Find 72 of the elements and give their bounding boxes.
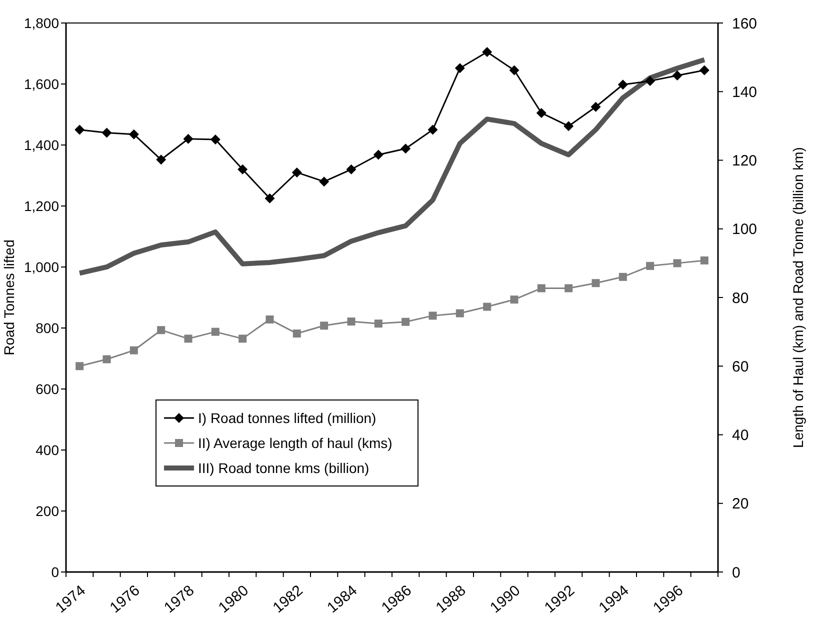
y-tick-label: 1,400 xyxy=(24,136,60,153)
y-tick-label: 1,200 xyxy=(24,198,60,214)
legend-label: II) Average length of haul (kms) xyxy=(198,434,392,451)
point xyxy=(483,302,492,311)
point xyxy=(564,121,574,132)
point xyxy=(211,328,220,336)
point xyxy=(156,154,166,165)
point xyxy=(700,256,708,264)
y2-tick-label: 140 xyxy=(732,84,758,101)
point xyxy=(319,176,330,187)
point xyxy=(347,318,356,326)
legend-label: III) Road tonne kms (billion) xyxy=(198,460,370,476)
point xyxy=(130,346,138,354)
point xyxy=(699,65,710,76)
point xyxy=(292,167,302,178)
point xyxy=(618,272,627,281)
y-tick-label: 1,000 xyxy=(24,258,60,275)
point xyxy=(320,322,328,330)
point xyxy=(673,259,682,268)
point xyxy=(74,124,85,135)
point xyxy=(184,334,192,343)
point xyxy=(264,193,275,204)
point xyxy=(645,76,656,86)
y2-tick-label: 20 xyxy=(732,496,749,513)
point xyxy=(102,355,111,364)
point xyxy=(183,134,194,144)
point xyxy=(266,315,274,324)
point xyxy=(454,63,465,74)
y2-axis-title: Length of Haul (km) and Road Tonne (billion km) xyxy=(790,147,806,448)
y-tick-label: 200 xyxy=(36,502,60,519)
y-tick-label: 1,800 xyxy=(24,14,60,31)
point xyxy=(510,296,518,304)
y2-tick-label: 100 xyxy=(732,221,758,238)
point xyxy=(428,312,437,320)
point xyxy=(402,318,410,326)
y-tick-label: 800 xyxy=(36,320,60,336)
point xyxy=(428,124,438,135)
point xyxy=(618,80,628,90)
y2-tick-label: 160 xyxy=(732,15,758,32)
point xyxy=(210,134,220,145)
y2-tick-label: 80 xyxy=(732,290,749,307)
point xyxy=(238,164,248,174)
point xyxy=(537,284,546,292)
point xyxy=(646,262,654,270)
point xyxy=(128,129,139,140)
point xyxy=(509,65,520,76)
point xyxy=(102,128,112,138)
legend-label: I) Road tonnes lifted (million) xyxy=(198,410,376,426)
point xyxy=(564,284,573,292)
point xyxy=(238,334,247,343)
y-axis-title: Road Tonnes lifted xyxy=(1,240,17,356)
point xyxy=(374,320,382,328)
y-tick-label: 400 xyxy=(36,442,60,458)
point xyxy=(536,108,546,118)
point xyxy=(373,150,384,160)
point xyxy=(400,144,411,154)
point xyxy=(672,70,682,80)
point xyxy=(76,362,84,370)
point xyxy=(292,330,301,338)
point xyxy=(592,279,600,288)
y2-tick-label: 120 xyxy=(732,152,758,170)
y2-tick-label: 60 xyxy=(732,358,749,376)
point xyxy=(157,326,166,334)
y-tick-label: 600 xyxy=(36,380,60,397)
y-tick-label: 0 xyxy=(51,564,60,580)
point xyxy=(482,46,492,57)
point xyxy=(456,309,464,318)
y-tick-label: 1,600 xyxy=(24,76,60,92)
y2-tick-label: 0 xyxy=(732,564,740,582)
point xyxy=(346,164,356,174)
point xyxy=(590,102,601,112)
y2-tick-label: 40 xyxy=(732,427,749,444)
